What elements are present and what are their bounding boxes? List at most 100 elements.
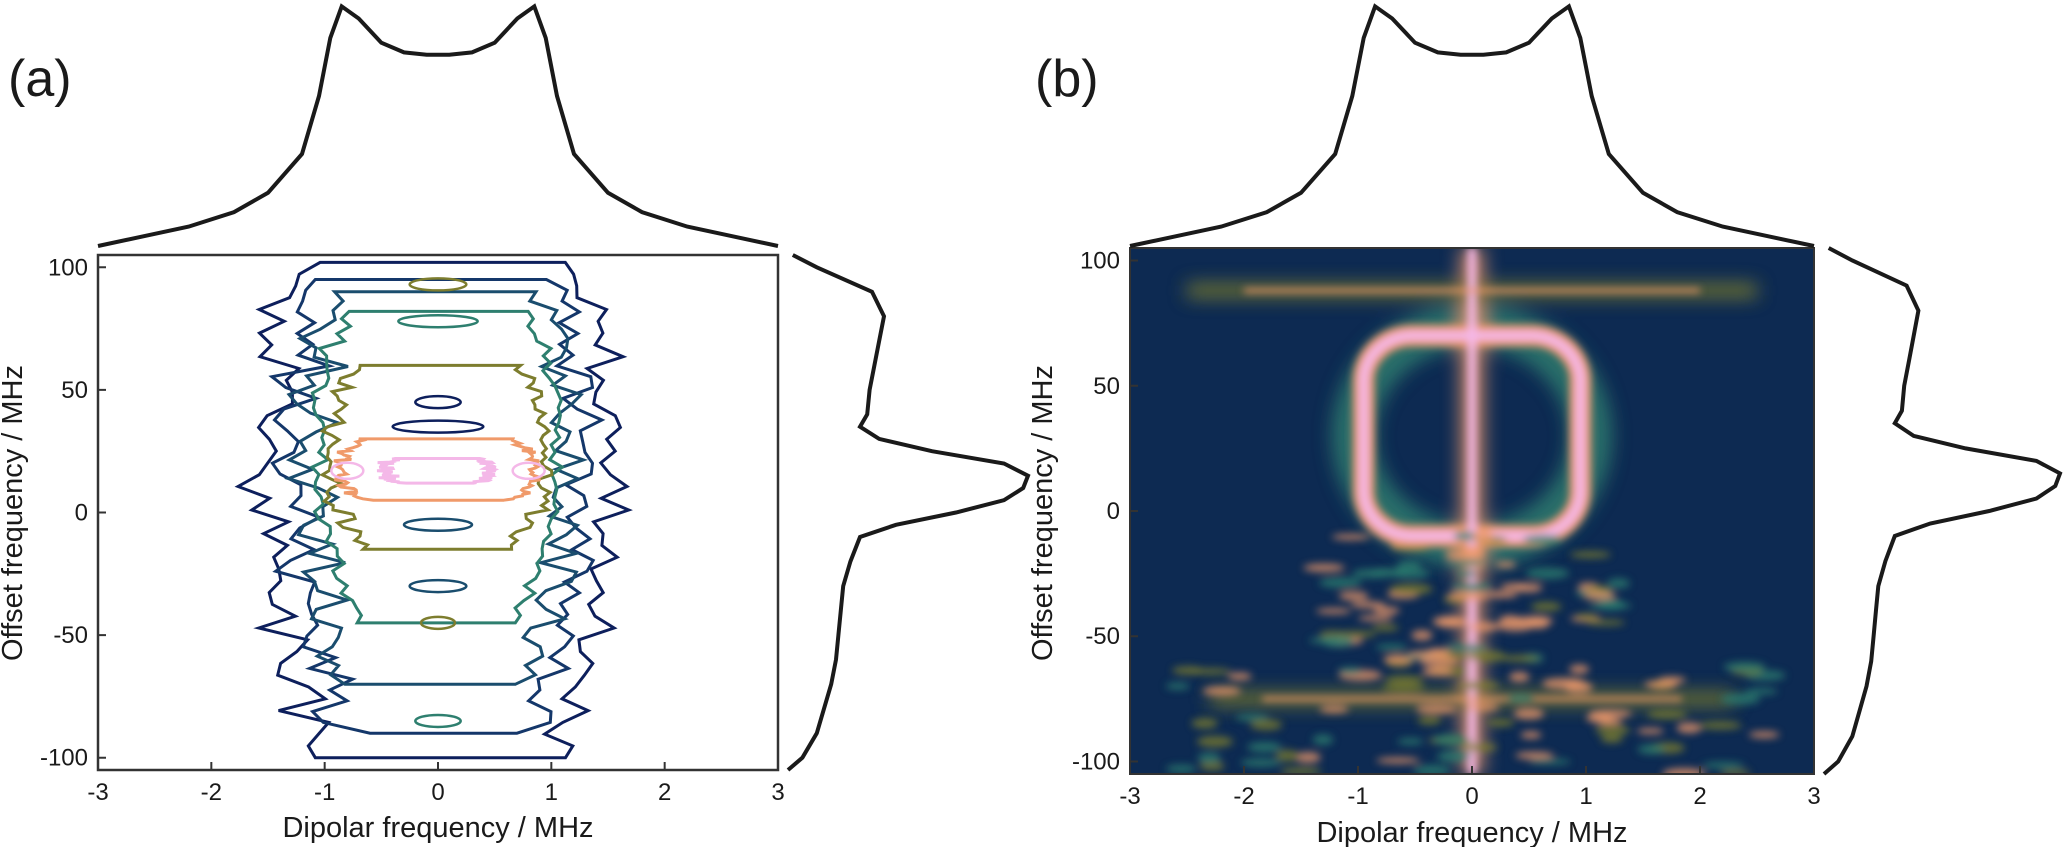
contour-plot-a (98, 255, 778, 770)
speckle (1662, 767, 1706, 774)
contour-line (234, 260, 633, 760)
speckle (1643, 680, 1679, 689)
speckle (1371, 624, 1399, 632)
contour-line (333, 437, 544, 502)
speckle (1698, 721, 1742, 730)
speckle (1376, 757, 1420, 764)
speckle (1520, 731, 1542, 739)
x-ticks-a: -3 -2 -1 0 1 2 3 (87, 762, 785, 806)
panel-a: -3 -2 -1 0 1 2 3 -100 -50 0 50 100 Dipolar frequen… (0, 3, 1031, 844)
contour-line (376, 457, 500, 485)
speckle (1240, 758, 1282, 768)
speckle (1165, 682, 1190, 690)
x-tick-label: -2 (1233, 783, 1254, 810)
speckle (1453, 531, 1478, 541)
heatmap-image-b (1130, 248, 1814, 774)
speckle (1384, 675, 1425, 685)
speckle (1413, 764, 1451, 774)
speckle (1436, 750, 1472, 763)
panel-label-b: (b) (1035, 50, 1099, 108)
speckle (1321, 635, 1355, 648)
speckle (1471, 530, 1494, 543)
speckle (1597, 598, 1625, 610)
y-tick-label: 0 (75, 500, 88, 527)
y-axis-label-a: Offset frequency / MHz (0, 365, 29, 661)
speckle (1444, 643, 1488, 652)
speckle (1637, 744, 1665, 755)
speckle (1595, 724, 1631, 736)
inner-contour (414, 713, 462, 729)
speckle (1701, 761, 1745, 769)
speckle (1522, 534, 1563, 546)
speckle (1646, 709, 1688, 720)
y-tick-label: 50 (61, 377, 88, 404)
x-tick-label: 2 (1693, 783, 1706, 810)
speckle (1720, 769, 1751, 774)
speckle (1515, 751, 1555, 760)
speckle (1397, 737, 1424, 745)
y-projection-b (1822, 246, 2063, 776)
y-ticks-a: -100 -50 0 50 100 (40, 254, 106, 772)
speckle (1723, 661, 1766, 673)
x-tick-label: 1 (545, 779, 558, 806)
speckle (1586, 619, 1626, 626)
speckle (1331, 533, 1371, 541)
speckle (1467, 650, 1507, 663)
inner-contour (414, 394, 462, 410)
speckle (1500, 582, 1527, 591)
speckle (1583, 591, 1616, 601)
speckle (1338, 666, 1363, 675)
x-tick-label: 1 (1579, 783, 1592, 810)
speckle (1373, 606, 1400, 615)
speckle (1250, 719, 1283, 731)
y-tick-label: 0 (1107, 498, 1120, 525)
inner-contour (408, 578, 468, 594)
speckle (1227, 672, 1252, 681)
x-ticks-b: -3 -2 -1 0 1 2 3 (1119, 766, 1821, 810)
speckle (1511, 615, 1554, 626)
speckle (1600, 734, 1623, 744)
speckle (1509, 671, 1530, 683)
speckle (1574, 613, 1598, 621)
y-ticks-b: -100 -50 0 50 100 (1072, 248, 1138, 775)
speckle (1432, 615, 1466, 628)
speckle (1318, 577, 1363, 589)
inner-contour (397, 313, 479, 329)
speckle (1165, 764, 1197, 774)
x-tick-label: -3 (87, 779, 108, 806)
speckle (1390, 540, 1432, 549)
x-tick-label: -1 (314, 779, 335, 806)
speckle (1396, 560, 1422, 572)
speckle (1295, 751, 1321, 763)
speckle (1247, 741, 1283, 753)
speckle (1319, 705, 1350, 714)
y-axis-label-b: Offset frequency / MHz (1027, 365, 1059, 661)
speckle (1607, 578, 1630, 589)
speckle (1389, 583, 1433, 595)
y-tick-label: 50 (1093, 373, 1120, 400)
speckle (1235, 713, 1270, 722)
y-tick-label: 100 (1080, 248, 1120, 275)
x-tick-label: 0 (1465, 783, 1478, 810)
speckle (1196, 735, 1234, 748)
panel-label-a: (a) (8, 50, 72, 108)
speckle (1486, 590, 1519, 599)
speckle (1748, 731, 1780, 739)
speckle (1191, 718, 1218, 729)
speckle (1382, 683, 1425, 693)
speckle (1528, 758, 1572, 765)
y-tick-label: -50 (1085, 623, 1120, 650)
speckle (1199, 761, 1225, 771)
x-tick-label: 3 (771, 779, 784, 806)
speckle (1462, 545, 1485, 558)
speckle (1506, 694, 1535, 703)
speckle (1462, 742, 1498, 752)
speckle (1415, 704, 1457, 714)
x-axis-label-a: Dipolar frequency / MHz (282, 812, 593, 844)
speckle (1676, 722, 1702, 734)
x-tick-label: -3 (1119, 783, 1140, 810)
speckle (1541, 677, 1586, 690)
speckle (1338, 591, 1369, 601)
speckle (1451, 582, 1493, 593)
speckle (1315, 608, 1352, 615)
